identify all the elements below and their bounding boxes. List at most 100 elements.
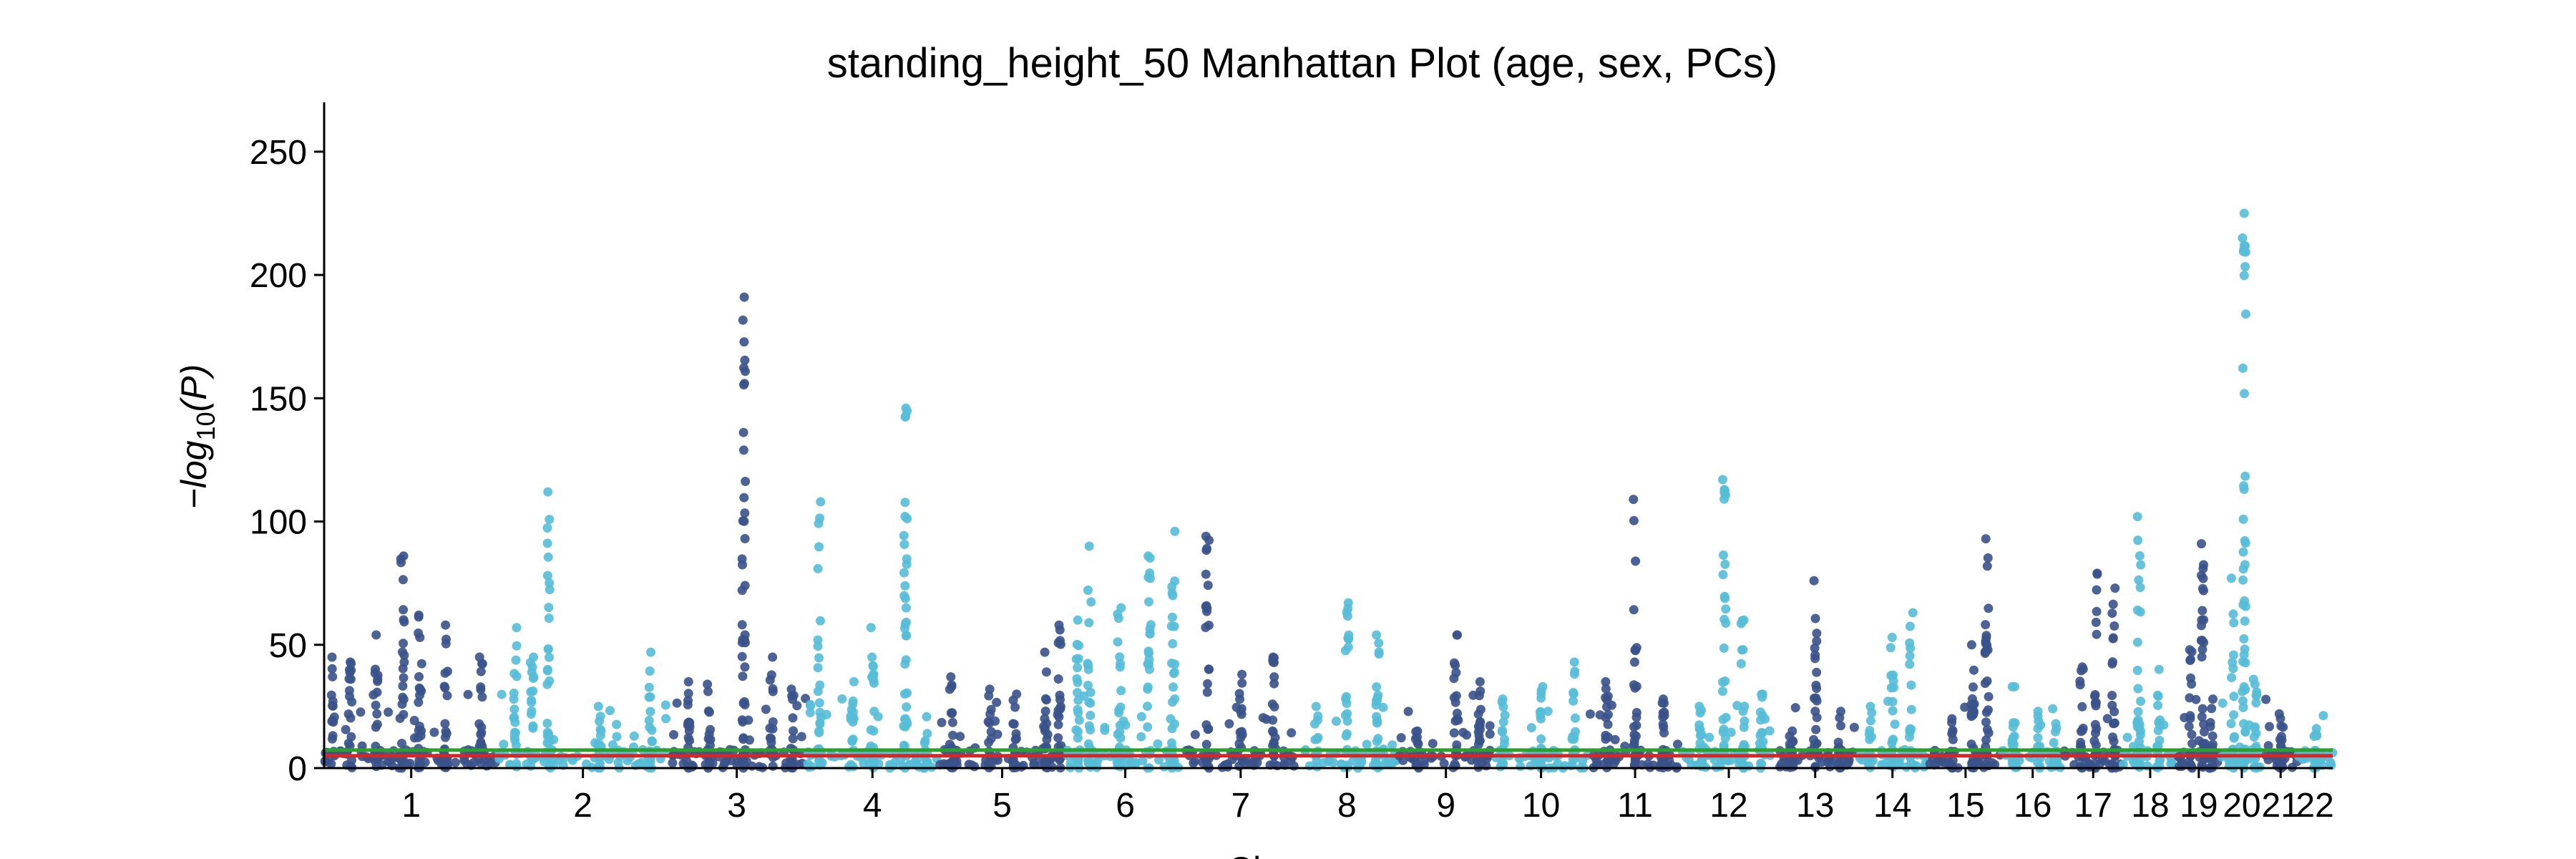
snp-point xyxy=(1170,719,1179,729)
snp-point xyxy=(1629,515,1639,525)
snp-point xyxy=(2197,636,2207,646)
snp-point xyxy=(1719,643,1729,653)
snp-point xyxy=(1981,707,1991,717)
snp-point xyxy=(1115,662,1125,672)
snp-point xyxy=(1673,739,1682,749)
snp-point xyxy=(1073,677,1083,687)
snp-point xyxy=(648,737,657,747)
snp-point xyxy=(1010,702,1020,712)
snp-point xyxy=(815,513,825,523)
snp-point xyxy=(1946,759,1956,769)
snp-point xyxy=(2238,514,2248,524)
snp-point xyxy=(1498,758,1508,768)
y-tick-label: 200 xyxy=(250,257,307,295)
snp-point xyxy=(2226,719,2236,729)
snp-point xyxy=(542,727,552,737)
snp-point xyxy=(1372,737,1382,747)
snp-point xyxy=(859,758,869,768)
snp-point xyxy=(2136,697,2146,707)
snp-point xyxy=(738,757,748,767)
snp-point xyxy=(814,653,824,663)
snp-point xyxy=(2218,698,2228,708)
snp-point xyxy=(2122,732,2132,742)
snp-point xyxy=(813,663,823,673)
snp-point xyxy=(1811,693,1821,703)
snp-point xyxy=(2229,710,2239,720)
snp-point xyxy=(2239,208,2249,218)
y-tick-label: 150 xyxy=(250,380,307,418)
snp-point xyxy=(644,716,654,725)
chromosome-15-points xyxy=(1925,534,2005,773)
snp-point xyxy=(1849,722,1859,732)
snp-point xyxy=(2199,727,2209,737)
snp-point xyxy=(1113,729,1123,739)
snp-point xyxy=(1526,723,1536,733)
snp-point xyxy=(2155,757,2165,767)
snp-point xyxy=(399,617,409,627)
snp-point xyxy=(1968,682,1978,692)
snp-point xyxy=(2187,729,2197,739)
snp-point xyxy=(645,707,655,717)
snp-point xyxy=(1262,714,1272,724)
snp-point xyxy=(542,571,552,581)
snp-point xyxy=(512,759,522,769)
snp-point xyxy=(415,684,425,694)
snp-point xyxy=(1204,762,1214,772)
snp-point xyxy=(612,732,622,742)
snp-point xyxy=(1170,694,1180,704)
snp-point xyxy=(647,725,657,735)
snp-point xyxy=(1629,722,1639,732)
snp-point xyxy=(593,702,603,712)
snp-point xyxy=(1268,727,1278,737)
snp-point xyxy=(1071,654,1081,664)
snp-point xyxy=(740,534,750,543)
snp-point xyxy=(1543,707,1553,717)
snp-point xyxy=(2239,241,2249,251)
x-tick-label-chr-3: 3 xyxy=(727,787,746,825)
snp-point xyxy=(1204,664,1214,674)
snp-point xyxy=(1136,712,1146,722)
snp-point xyxy=(1601,684,1611,694)
snp-point xyxy=(1169,682,1179,692)
snp-point xyxy=(1719,614,1729,624)
snp-point xyxy=(2240,560,2250,570)
snp-point xyxy=(2240,727,2250,737)
snp-point xyxy=(1374,649,1384,659)
snp-point xyxy=(885,759,895,770)
snp-point xyxy=(741,367,750,377)
chromosome-16-points xyxy=(1997,681,2065,773)
snp-point xyxy=(1084,541,1094,551)
snp-point xyxy=(1888,676,1898,686)
snp-point xyxy=(848,699,858,709)
snp-point xyxy=(1980,679,1990,689)
snp-point xyxy=(1704,732,1714,742)
snp-point xyxy=(542,719,552,728)
snp-point xyxy=(414,697,424,707)
snp-point xyxy=(645,666,655,676)
snp-point xyxy=(1935,755,1945,765)
snp-point xyxy=(1756,715,1765,725)
snp-point xyxy=(1237,756,1247,766)
snp-point xyxy=(1143,702,1152,712)
snp-point xyxy=(900,512,910,521)
snp-point xyxy=(2197,621,2206,631)
snp-point xyxy=(947,717,957,727)
snp-point xyxy=(1888,759,1898,770)
snp-point xyxy=(2007,759,2017,769)
snp-point xyxy=(1721,604,1731,614)
snp-point xyxy=(1720,485,1729,495)
snp-point xyxy=(1100,722,1110,732)
snp-point xyxy=(1947,714,1957,724)
snp-point xyxy=(1720,733,1730,743)
snp-point xyxy=(2228,609,2238,619)
snp-point xyxy=(2135,730,2145,739)
snp-point xyxy=(660,700,670,710)
snp-point xyxy=(739,292,749,302)
snp-point xyxy=(1053,705,1063,715)
snp-point xyxy=(414,610,424,620)
snp-point xyxy=(1387,758,1397,768)
snp-point xyxy=(668,758,678,768)
snp-point xyxy=(1116,686,1126,696)
snp-point xyxy=(356,707,366,717)
snp-point xyxy=(1836,721,1845,731)
